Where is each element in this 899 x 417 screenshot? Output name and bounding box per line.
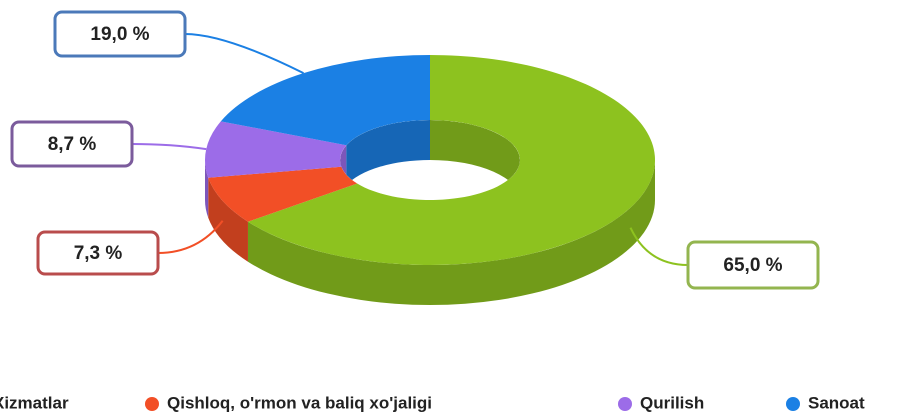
label-box (36, 230, 160, 276)
data-label: 8,7 % (48, 134, 97, 155)
slice-side (205, 160, 209, 218)
data-label: 65,0 % (723, 255, 782, 276)
slice (205, 121, 347, 178)
slice-inner-side (430, 120, 520, 200)
legend-label: Xizmatlar (0, 393, 69, 412)
slice-side (247, 160, 655, 305)
side-walls (205, 160, 655, 305)
data-label: 7,3 % (74, 243, 123, 264)
label-box (686, 240, 820, 290)
slice (247, 55, 655, 266)
legend-marker (145, 397, 159, 411)
slice-side (208, 177, 248, 262)
label-box (10, 120, 134, 168)
slice-inner-side (346, 120, 430, 186)
slice (220, 55, 430, 146)
legend-marker (786, 397, 800, 411)
legend: Xizmatlar Qishloq, o'rmon va baliq xo'jal… (0, 393, 865, 412)
slice (208, 166, 358, 222)
leader-line (629, 227, 689, 266)
leader-line (184, 33, 304, 75)
legend-label: Sanoat (808, 393, 865, 412)
slices (205, 55, 655, 266)
legend-marker (618, 397, 632, 411)
callouts: 65,0 % 7,3 % 8,7 % 19,0 % (10, 10, 820, 290)
label-box (53, 10, 187, 58)
inner-walls (340, 120, 520, 200)
legend-label: Qurilish (640, 393, 704, 412)
data-label: 19,0 % (90, 24, 149, 45)
leader-line (131, 143, 207, 151)
leader-line (157, 220, 224, 254)
legend-label: Qishloq, o'rmon va baliq xo'jaligi (167, 393, 432, 412)
